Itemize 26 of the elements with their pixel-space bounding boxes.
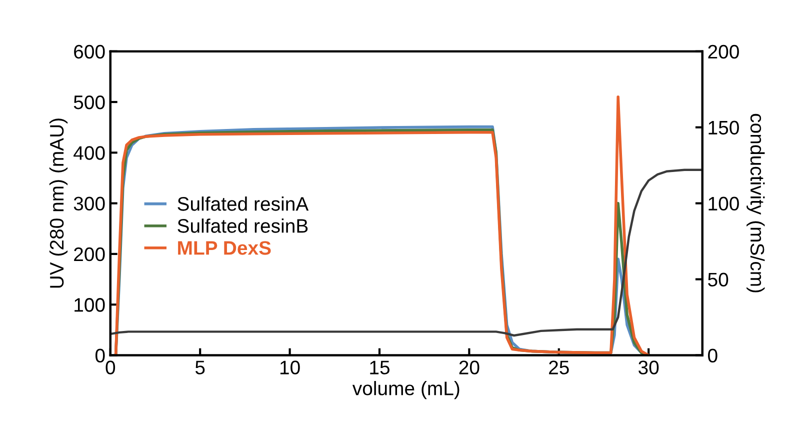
x-tick-label: 25 bbox=[549, 360, 569, 374]
y-tick-label: 0 bbox=[95, 348, 105, 362]
y-tick-label: 300 bbox=[74, 196, 105, 211]
y2-tick-label: 100 bbox=[708, 196, 739, 211]
x-axis-title: volume (mL) bbox=[352, 381, 460, 400]
y-tick-label: 500 bbox=[74, 95, 105, 110]
y2-tick-label: 0 bbox=[708, 348, 718, 362]
y2-tick-label: 200 bbox=[708, 44, 739, 59]
x-tick-label: 10 bbox=[280, 360, 300, 374]
x-tick-label: 30 bbox=[638, 360, 659, 374]
x-tick-label: 5 bbox=[195, 360, 205, 374]
y-tick-label: 100 bbox=[74, 298, 105, 312]
line-series bbox=[110, 168, 702, 337]
y-tick-label: 600 bbox=[74, 44, 105, 59]
legend-label: Sulfated resinB bbox=[178, 218, 308, 233]
y-tick-label: 200 bbox=[74, 247, 105, 262]
x-tick-label: 20 bbox=[459, 360, 480, 374]
legend-label: Sulfated resinA bbox=[178, 196, 309, 211]
y2-axis-title: conductivity (mS/cm) bbox=[746, 114, 765, 292]
y-axis-title: UV (280 nm) (mAU) bbox=[49, 118, 68, 288]
x-tick-label: 0 bbox=[106, 360, 116, 374]
legend-label: MLP DexS bbox=[178, 241, 271, 255]
x-tick-label: 15 bbox=[370, 360, 390, 374]
y-tick-label: 400 bbox=[74, 146, 105, 160]
y2-tick-label: 50 bbox=[708, 272, 728, 287]
y2-tick-label: 150 bbox=[708, 120, 739, 135]
